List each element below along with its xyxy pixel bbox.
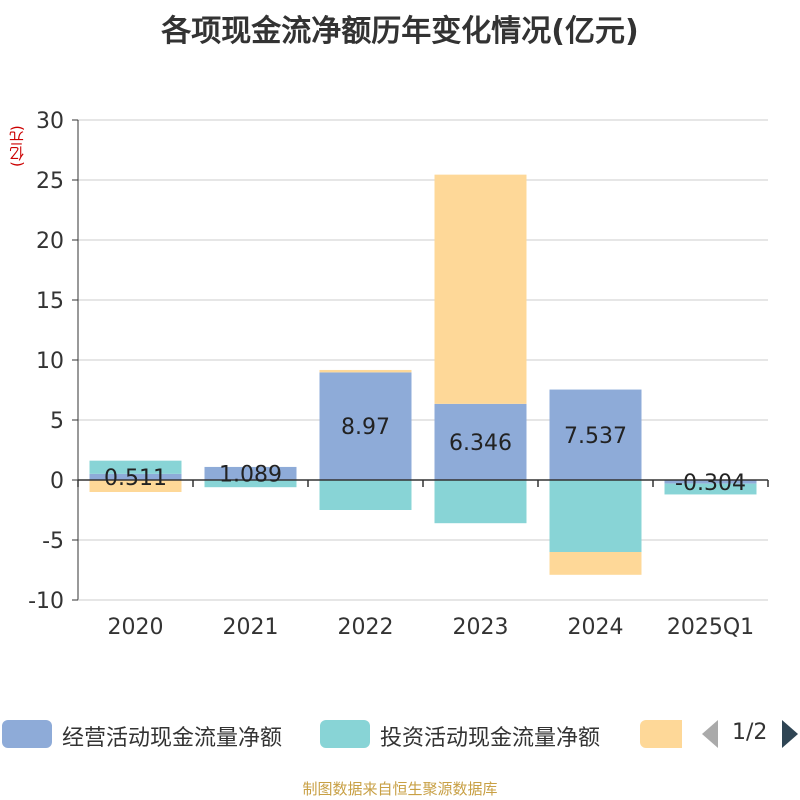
bar-筹资活动现金流量净额-2024 bbox=[549, 552, 642, 575]
bar-筹资活动现金流量净额-2023 bbox=[434, 174, 527, 404]
bar-经营活动现金流量净额-2024 bbox=[549, 389, 642, 480]
data-label-2021: 1.089 bbox=[219, 462, 282, 487]
data-label-2023: 6.346 bbox=[449, 431, 512, 456]
bar-经营活动现金流量净额-2025Q1 bbox=[664, 480, 757, 484]
bar-投资活动现金流量净额-2021 bbox=[204, 480, 297, 488]
y-tick-label-3: 15 bbox=[36, 289, 64, 314]
x-tick-label-2022: 2022 bbox=[338, 615, 394, 640]
legend-page-indicator: 1/2 bbox=[732, 720, 768, 745]
bar-经营活动现金流量净额-2021 bbox=[204, 466, 297, 480]
x-tick-label-2021: 2021 bbox=[223, 615, 279, 640]
data-label-2025Q1: -0.304 bbox=[675, 471, 746, 496]
legend-swatch-financing bbox=[640, 720, 682, 748]
x-tick-label-2023: 2023 bbox=[453, 615, 509, 640]
bar-投资活动现金流量净额-2024 bbox=[549, 480, 642, 552]
y-tick-label-8: -10 bbox=[28, 589, 64, 614]
legend-swatch-investing bbox=[320, 720, 370, 748]
bar-筹资活动现金流量净额-2022 bbox=[319, 369, 412, 373]
chart-title: 各项现金流净额历年变化情况(亿元) bbox=[161, 14, 639, 49]
y-tick-label-2: 20 bbox=[36, 229, 64, 254]
data-label-2024: 7.537 bbox=[564, 424, 627, 449]
x-tick-label-2024: 2024 bbox=[568, 615, 624, 640]
bar-筹资活动现金流量净额-2020 bbox=[89, 480, 182, 492]
y-tick-label-7: -5 bbox=[42, 529, 64, 554]
bar-经营活动现金流量净额-2023 bbox=[434, 403, 527, 480]
y-tick-label-5: 5 bbox=[50, 409, 64, 434]
legend-label-operating: 经营活动现金流量净额 bbox=[62, 726, 283, 751]
y-tick-label-6: 0 bbox=[50, 469, 64, 494]
y-tick-label-1: 25 bbox=[36, 169, 64, 194]
legend-prev-page-icon[interactable] bbox=[702, 720, 718, 748]
bar-经营活动现金流量净额-2022 bbox=[319, 372, 412, 480]
data-label-2022: 8.97 bbox=[341, 415, 390, 440]
legend-swatch-operating bbox=[2, 720, 52, 748]
legend: 经营活动现金流量净额 投资活动现金流量净额 bbox=[0, 716, 800, 752]
y-tick-label-4: 10 bbox=[36, 349, 64, 374]
bar-经营活动现金流量净额-2020 bbox=[89, 473, 182, 480]
source-note: 制图数据来自恒生聚源数据库 bbox=[302, 780, 498, 798]
data-label-2020: 0.511 bbox=[104, 466, 167, 491]
chart-plot-area: 30 25 20 15 10 5 0 -5 -10 2020 2021 2022 2023 2024 202… bbox=[28, 109, 769, 640]
bar-投资活动现金流量净额-2020 bbox=[89, 460, 182, 474]
bar-投资活动现金流量净额-2022 bbox=[319, 480, 412, 510]
bar-投资活动现金流量净额-2025Q1 bbox=[664, 483, 757, 495]
legend-next-page-icon[interactable] bbox=[782, 720, 798, 748]
bar-投资活动现金流量净额-2023 bbox=[434, 480, 527, 524]
y-tick-label-0: 30 bbox=[36, 109, 64, 134]
legend-label-investing: 投资活动现金流量净额 bbox=[380, 726, 601, 751]
x-tick-label-2020: 2020 bbox=[108, 615, 164, 640]
x-tick-label-2025Q1: 2025Q1 bbox=[667, 615, 754, 640]
